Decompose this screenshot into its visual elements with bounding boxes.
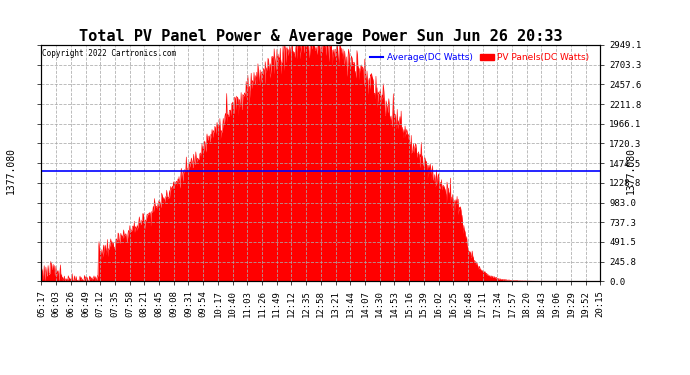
Text: 1377.080: 1377.080	[6, 147, 16, 194]
Title: Total PV Panel Power & Average Power Sun Jun 26 20:33: Total PV Panel Power & Average Power Sun…	[79, 29, 562, 44]
Text: 1377.080: 1377.080	[626, 147, 636, 194]
Legend: Average(DC Watts), PV Panels(DC Watts): Average(DC Watts), PV Panels(DC Watts)	[366, 50, 593, 66]
Text: Copyright 2022 Cartronics.com: Copyright 2022 Cartronics.com	[42, 48, 176, 57]
